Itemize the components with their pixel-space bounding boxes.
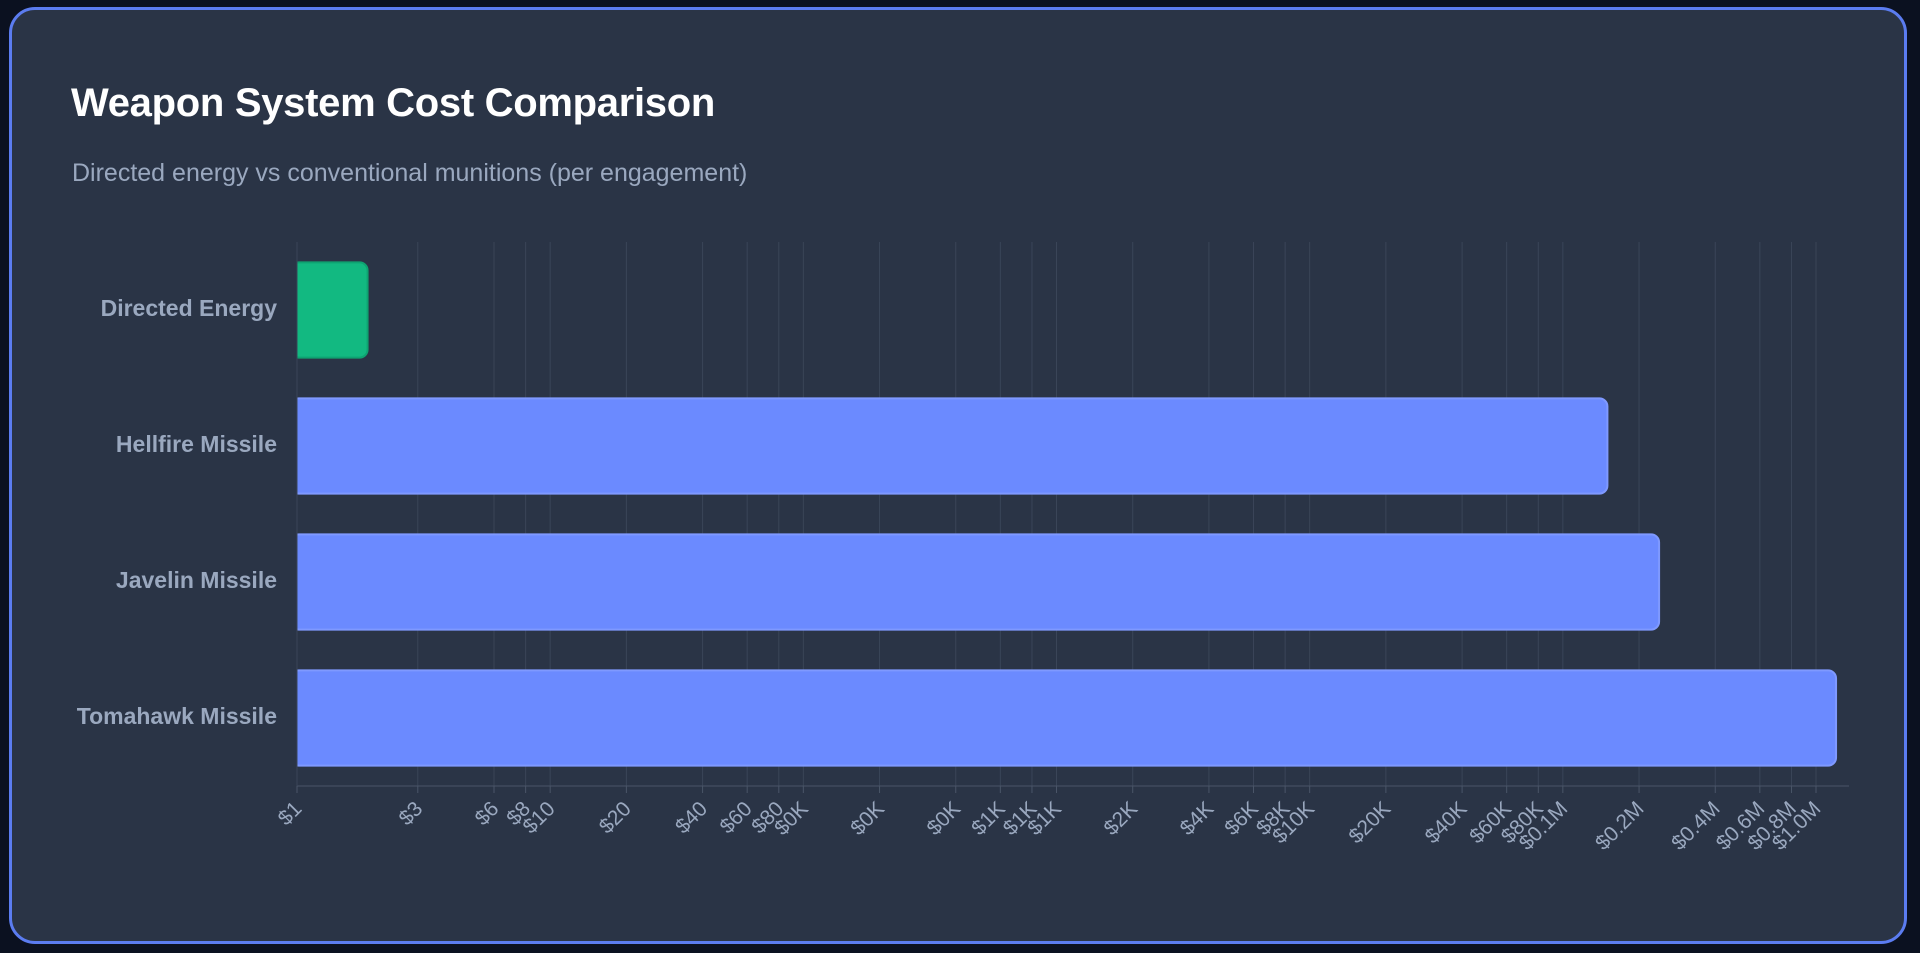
tick-label: $0.4M: [1667, 797, 1725, 855]
tick-label: $2K: [1099, 797, 1142, 840]
tick-label: $0K: [846, 797, 889, 840]
bars: [290, 261, 1838, 767]
bar-clip-mask: [289, 242, 297, 786]
chart-card: Weapon System Cost Comparison Directed e…: [9, 7, 1907, 944]
bar: [290, 669, 1838, 767]
tick-label: $40K: [1421, 797, 1472, 848]
tick-label: $0.2M: [1591, 797, 1649, 855]
x-axis-ticks: $1 $3 $6$8$10 $20 $40 $60$80$0K $0K $0K $1K$1K$1…: [274, 786, 1825, 855]
bar: [290, 261, 369, 359]
chart-title: Weapon System Cost Comparison: [71, 81, 716, 125]
chart-subtitle: Directed energy vs conventional munition…: [72, 159, 748, 187]
bar: [290, 397, 1609, 495]
tick-label: $3: [394, 797, 427, 830]
tick-label: $1: [274, 797, 307, 830]
category-label: Directed Energy: [101, 295, 278, 321]
y-axis-labels: Directed Energy Hellfire Missile Javelin M…: [77, 295, 277, 729]
tick-label: $6: [471, 797, 504, 830]
tick-label: $0K: [923, 797, 966, 840]
tick-label: $20: [595, 797, 636, 838]
category-label: Hellfire Missile: [116, 431, 277, 457]
tick-label: $4K: [1176, 797, 1219, 840]
category-label: Tomahawk Missile: [77, 703, 277, 729]
tick-label: $40: [671, 797, 712, 838]
tick-label: $20K: [1344, 797, 1395, 848]
bar: [290, 533, 1661, 631]
category-label: Javelin Missile: [116, 567, 277, 593]
bar-chart: Directed Energy Hellfire Missile Javelin M…: [77, 242, 1849, 855]
